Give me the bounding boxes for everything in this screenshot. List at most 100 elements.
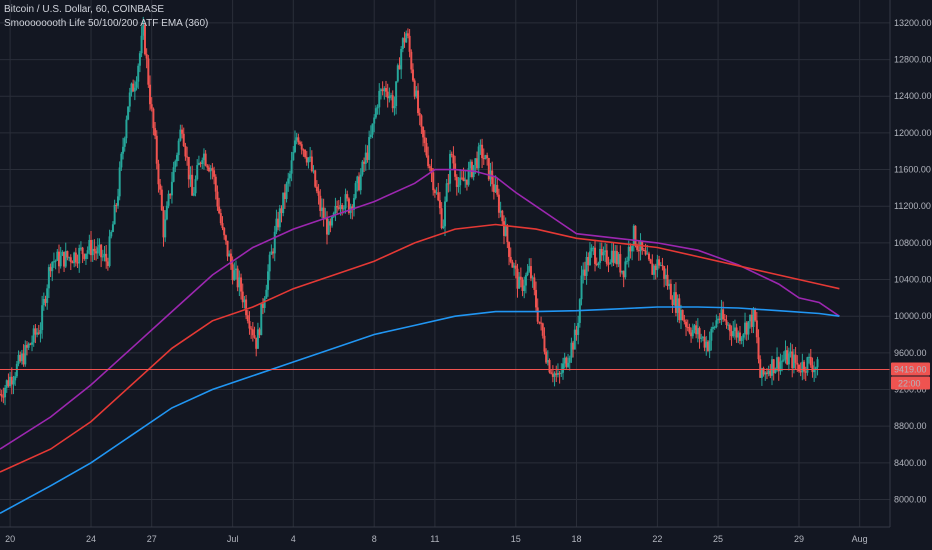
candle-body [408,35,411,52]
candle-body [410,51,413,70]
candle-body [698,328,701,339]
candle-body [744,322,747,335]
candle-body [541,323,544,336]
candle-body [590,247,593,252]
candle-body [599,248,602,263]
candle-body [128,92,131,107]
candle-body [86,250,89,254]
candle-body [56,251,59,261]
candle-body [386,91,389,99]
candle-body [226,240,229,257]
candle-body [681,309,684,321]
candle-body [796,362,799,365]
candle-body [14,376,17,381]
candle-body [31,342,34,345]
price-axis[interactable] [890,0,932,550]
candle-body [627,246,630,261]
candle-body [106,261,109,266]
candle-body [501,210,504,222]
candle-body [465,179,468,185]
candle-body [359,174,362,191]
candle-body [445,183,448,202]
candle-body [381,89,384,92]
candle-body [708,340,711,351]
candle-body [587,257,590,266]
candle-body [243,299,246,303]
candle-body [668,283,671,287]
candle-body [101,256,104,258]
candle-body [570,342,573,358]
candle-body [546,360,549,363]
candle-body [378,90,381,108]
candle-body [211,168,214,171]
candle-body [535,289,538,308]
candle-body [658,259,661,266]
candle-body [174,161,177,168]
candle-body [25,345,28,348]
candle-body [337,207,340,209]
candle-body [282,192,285,214]
indicator-title: Smoooooooth Life 50/100/200 ATF EMA (360… [4,18,209,29]
candle-body [317,191,320,196]
candle-body [327,221,330,235]
time-axis[interactable] [0,527,932,550]
time-tick-label: Jul [227,534,239,544]
candle-body [769,370,772,376]
candle-body [10,376,13,385]
candle-body [676,298,679,313]
candle-body [728,324,731,332]
candle-body [283,192,286,200]
candle-body [361,161,364,175]
candle-body [292,152,295,161]
candle-body [155,135,158,164]
candle-body [717,318,720,321]
candle-body [137,65,140,82]
candle-body [84,253,87,259]
time-tick-label: 18 [571,534,581,544]
candle-body [305,156,308,163]
candle-body [518,276,521,289]
candle-body [191,174,194,196]
candle-body [187,156,190,180]
candle-body [523,285,526,292]
candle-body [356,176,359,184]
candle-body [275,218,278,232]
candle-body [63,251,66,267]
candle-body [563,357,566,364]
candle-body [524,275,527,286]
candle-body [730,331,733,337]
candle-body [513,265,516,268]
candle-body [351,206,354,210]
candle-body [167,193,170,206]
candle-body [669,283,672,300]
candle-body [172,167,175,182]
candle-body [374,108,377,118]
candle-body [326,217,329,235]
candle-body [508,242,511,257]
candle-body [288,173,291,179]
candle-body [95,251,98,254]
candle-body [813,368,816,373]
candle-body [287,178,290,184]
candle-body [192,193,195,196]
price-tick-label: 12000.00 [894,128,932,138]
time-tick-label: 25 [713,534,723,544]
candle-body [265,289,268,299]
candle-body [246,315,249,322]
candle-body [696,328,699,335]
candle-body [66,251,69,258]
candle-body [388,95,391,99]
candle-body [713,327,716,329]
candle-body [573,329,576,350]
candle-body [295,137,298,141]
candle-body [610,250,613,263]
candle-body [76,262,79,264]
candle-body [806,357,809,373]
candle-body [336,205,339,208]
candle-body [116,196,119,206]
candle-body [366,152,369,160]
candle-body [486,155,489,159]
candle-body [224,235,227,241]
candle-body [556,373,559,375]
